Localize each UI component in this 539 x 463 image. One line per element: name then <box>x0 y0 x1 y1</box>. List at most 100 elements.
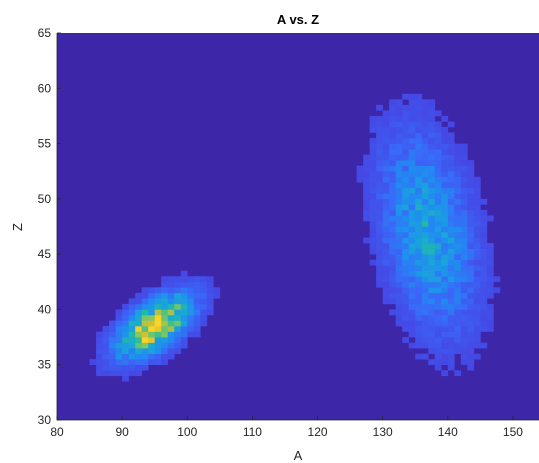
heatmap-cell <box>434 193 442 200</box>
heatmap-cell <box>154 337 162 343</box>
heatmap-cell <box>154 309 162 316</box>
heatmap-cell <box>473 254 481 260</box>
heatmap-cell <box>154 331 162 338</box>
heatmap-cell <box>389 171 396 178</box>
heatmap-cell <box>402 254 410 260</box>
heatmap-cell <box>135 320 142 327</box>
heatmap-cell <box>402 259 410 266</box>
heatmap-cell <box>389 204 396 211</box>
heatmap-cell <box>454 276 462 283</box>
heatmap-cell <box>460 281 468 288</box>
heatmap-cell <box>187 326 195 332</box>
heatmap-cell <box>434 126 442 133</box>
heatmap-cell <box>473 198 481 205</box>
heatmap-cell <box>122 320 129 327</box>
heatmap-cell <box>408 104 416 111</box>
heatmap-cell <box>473 259 481 266</box>
heatmap-cell <box>408 160 416 166</box>
heatmap-cell <box>473 326 481 332</box>
heatmap-cell <box>480 287 488 294</box>
heatmap-cell <box>363 176 370 183</box>
heatmap-cell <box>369 209 377 216</box>
heatmap-cell <box>389 187 396 194</box>
heatmap-cell <box>206 309 214 316</box>
heatmap-cell <box>363 187 370 194</box>
heatmap-cell <box>102 359 110 366</box>
heatmap-cell <box>389 182 396 189</box>
heatmap-cell <box>167 342 175 349</box>
heatmap-cell <box>447 348 455 354</box>
heatmap-cell <box>415 198 423 205</box>
heatmap-cell <box>434 232 442 238</box>
heatmap-cell <box>389 265 396 272</box>
heatmap-cell <box>415 331 423 338</box>
heatmap-cell <box>382 176 390 183</box>
heatmap-cell <box>128 309 136 316</box>
heatmap-cell <box>128 326 136 332</box>
heatmap-cell <box>441 259 449 266</box>
heatmap-cell <box>109 331 116 338</box>
heatmap-cell <box>486 292 494 299</box>
heatmap-cell <box>434 331 442 338</box>
heatmap-cell <box>460 160 468 166</box>
heatmap-cell <box>434 132 442 139</box>
heatmap-cell <box>454 160 462 166</box>
heatmap-cell <box>441 187 449 194</box>
heatmap-cell <box>135 359 142 366</box>
heatmap-cell <box>454 187 462 194</box>
heatmap-cell <box>376 248 383 255</box>
heatmap-cell <box>434 138 442 144</box>
heatmap-cell <box>447 303 455 310</box>
heatmap-cell <box>415 204 423 211</box>
heatmap-cell <box>389 309 396 316</box>
y-tick-label: 60 <box>38 81 52 95</box>
heatmap-cell <box>473 331 481 338</box>
heatmap-cell <box>402 204 410 211</box>
heatmap-cell <box>180 309 188 316</box>
heatmap-cell <box>395 309 403 316</box>
heatmap-cell <box>122 364 129 371</box>
heatmap-cell <box>415 154 423 161</box>
heatmap-cell <box>376 149 383 155</box>
heatmap-cell <box>180 320 188 327</box>
heatmap-cell <box>467 209 475 216</box>
heatmap-cell <box>434 248 442 255</box>
heatmap-cell <box>408 126 416 133</box>
heatmap-cell <box>141 348 149 354</box>
heatmap-cell <box>480 281 488 288</box>
heatmap-cell <box>174 326 182 332</box>
heatmap-cell <box>141 292 149 299</box>
heatmap-cell <box>408 303 416 310</box>
heatmap-cell <box>480 292 488 299</box>
heatmap-cell <box>460 209 468 216</box>
heatmap-cell <box>187 298 195 305</box>
heatmap-cell <box>369 215 377 222</box>
heatmap-cell <box>486 215 494 222</box>
heatmap-cell <box>395 287 403 294</box>
heatmap-cell <box>89 359 97 366</box>
heatmap-cell <box>421 182 429 189</box>
heatmap-cell <box>122 326 129 332</box>
heatmap-cell <box>467 204 475 211</box>
heatmap-cell <box>200 287 208 294</box>
heatmap-cell <box>402 121 410 128</box>
heatmap-cell <box>115 314 123 321</box>
heatmap-cell <box>447 237 455 244</box>
heatmap-cell <box>415 143 423 150</box>
heatmap-cell <box>421 110 429 117</box>
heatmap-cell <box>467 276 475 283</box>
heatmap-cell <box>376 281 383 288</box>
heatmap-cell <box>167 320 175 327</box>
heatmap-cell <box>421 204 429 211</box>
heatmap-cell <box>473 292 481 299</box>
heatmap-cell <box>428 243 436 249</box>
heatmap-cell <box>102 353 110 360</box>
heatmap-cell <box>174 309 182 316</box>
heatmap-cell <box>363 160 370 166</box>
heatmap-cell <box>356 165 364 172</box>
heatmap-cell <box>428 265 436 272</box>
heatmap-cell <box>421 226 429 233</box>
heatmap-cell <box>363 193 370 200</box>
heatmap-cell <box>382 154 390 161</box>
heatmap-cell <box>467 160 475 166</box>
